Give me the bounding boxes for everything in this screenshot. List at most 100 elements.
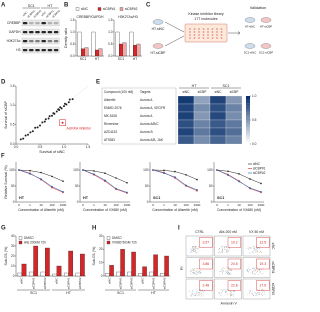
legend-label: siCBP#1: [253, 166, 266, 170]
table-frame: [101, 87, 177, 145]
well: [189, 31, 191, 33]
event-dot: [248, 249, 249, 251]
event-dot: [191, 295, 192, 297]
event-dot: [222, 252, 224, 253]
event-dot: [231, 294, 232, 296]
event-dot: [220, 289, 222, 291]
protein-label: H3: [16, 48, 20, 52]
y-tick-label: 100: [73, 168, 79, 172]
cell-line: HT-siCBP: [151, 51, 167, 55]
event-dot: [258, 293, 260, 295]
well: [220, 28, 223, 30]
event-dot: [226, 272, 228, 274]
event-dot: [225, 272, 227, 274]
event-dot: [198, 272, 200, 273]
target-label: Aurora A/B, JAK: [140, 138, 164, 142]
event-dot: [234, 291, 235, 292]
protein-label: GAPDH: [9, 30, 21, 34]
point: [104, 172, 106, 174]
event-dot: [251, 290, 253, 292]
event-dot: [203, 291, 204, 293]
point: [55, 110, 58, 113]
panel-label: A: [1, 3, 6, 9]
y-tick-label: 1.5: [70, 18, 75, 22]
blot-band: [53, 22, 59, 25]
colorbar-step: [246, 139, 250, 142]
bar: [98, 48, 103, 57]
bar: [33, 245, 39, 277]
event-dot: [192, 293, 193, 295]
blot-band: [29, 40, 34, 43]
event-dot: [254, 295, 256, 297]
event-dot: [192, 272, 194, 274]
colorbar-step: [246, 117, 250, 121]
event-dot: [252, 272, 253, 273]
event-dot: [193, 295, 195, 296]
event-dot: [254, 274, 256, 275]
column-group: SC1: [223, 84, 230, 88]
point: [31, 130, 34, 133]
x-axis-label: Concentration of VX680 (nM): [83, 208, 127, 212]
colorbar-step: [246, 103, 250, 106]
bar: [142, 266, 147, 277]
event-dot: [229, 247, 231, 249]
lane-label: siCBP#1: [45, 8, 55, 18]
event-dot: [229, 291, 231, 292]
chart-title: H3K27Ac/H3: [118, 15, 138, 19]
event-dot: [251, 293, 253, 295]
event-dot: [220, 295, 222, 297]
x-tick-label: siCBP#1: [31, 277, 35, 289]
event-dot: [230, 293, 232, 294]
panel-label: C: [146, 3, 151, 9]
event-dot: [200, 269, 202, 271]
well: [202, 34, 205, 36]
y-tick-label: 1.5: [108, 18, 113, 22]
point: [41, 121, 44, 124]
event-dot: [228, 251, 229, 253]
event-dot: [198, 270, 200, 272]
event-dot: [253, 267, 254, 269]
event-dot: [225, 246, 227, 248]
event-dot: [193, 273, 195, 274]
event-dot: [196, 252, 198, 254]
y-tick-label: 0: [147, 200, 149, 204]
event-dot: [229, 273, 231, 275]
event-dot: [221, 251, 223, 253]
y-tick-label: 20: [11, 254, 15, 258]
event-dot: [219, 271, 221, 273]
well: [189, 28, 191, 30]
event-dot: [197, 248, 198, 249]
well: [198, 34, 200, 36]
event-dot: [252, 292, 254, 294]
point: [39, 124, 41, 127]
event-dot: [254, 269, 256, 271]
point: [93, 170, 95, 172]
event-dot: [198, 246, 199, 248]
x-tick-label: 10: [173, 203, 177, 207]
heat-cell: [177, 111, 195, 121]
legend-swatch: [75, 7, 80, 11]
event-dot: [197, 250, 199, 252]
event-dot: [256, 247, 258, 249]
event-dot: [261, 289, 263, 291]
x-tick-label: siCBP#2: [78, 277, 82, 289]
event-dot: [225, 252, 227, 254]
heat-cell: [225, 111, 243, 121]
event-dot: [199, 271, 201, 273]
y-tick-label: 0: [101, 274, 103, 278]
event-dot: [259, 248, 261, 250]
x-tick-label: siNC: [107, 277, 111, 284]
lane-label: siNC: [21, 10, 28, 17]
dish: [244, 17, 256, 23]
blot-band: [53, 49, 59, 52]
event-dot: [198, 292, 200, 293]
event-dot: [195, 247, 197, 249]
validation-line: HT-siNC: [245, 25, 256, 29]
x-tick-label: siCBP#2: [162, 277, 166, 289]
legend-swatch: [119, 7, 124, 11]
group-label: HT: [151, 291, 157, 295]
series-line: [18, 169, 64, 193]
well: [193, 37, 196, 39]
event-dot: [257, 289, 259, 291]
event-dot: [192, 250, 194, 251]
